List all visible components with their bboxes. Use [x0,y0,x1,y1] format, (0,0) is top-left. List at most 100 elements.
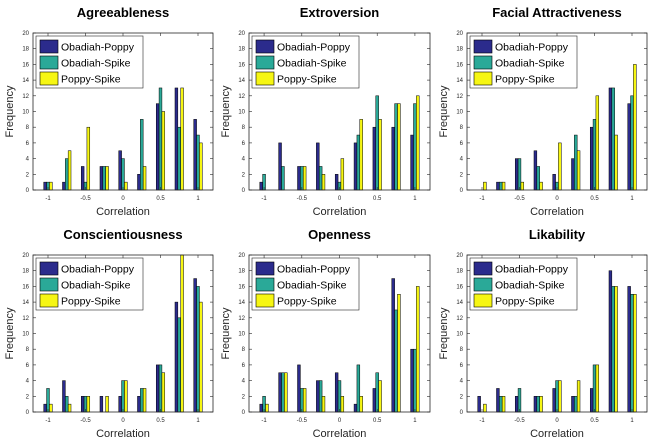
legend-swatch [39,277,59,292]
legend-swatch [39,39,59,54]
histogram-bar [514,396,519,413]
y-tick-label: 10 [238,332,245,338]
x-tick-label: 1 [196,196,200,202]
histogram-bar [86,396,91,413]
legend-swatch [473,261,493,276]
x-axis-label: Correlation [530,206,584,218]
histogram-bar [517,388,522,413]
y-tick-label: 20 [22,31,29,37]
histogram-bar [633,294,637,413]
histogram-bar [633,64,637,191]
y-tick-label: 4 [26,157,30,163]
legend-swatch [255,39,275,54]
y-tick-label: 12 [456,316,463,322]
histogram-bar [558,380,562,413]
histogram-bar [334,372,339,413]
x-tick-label: -0.5 [80,418,91,424]
histogram-bar [177,126,181,191]
legend-label: Poppy-Spike [61,74,121,86]
histogram-bar [576,150,581,191]
x-tick-label: -0.5 [514,418,525,424]
histogram-bar [533,396,538,413]
x-tick-label: -0.5 [297,196,308,202]
x-tick-label: 0.5 [590,418,599,424]
legend-label: Obadiah-Poppy [495,42,569,54]
histogram-bar [391,126,395,191]
y-tick-label: 6 [242,363,246,369]
histogram-bar [161,372,166,413]
histogram-bar [278,142,282,191]
histogram-bar [284,372,288,413]
legend-label: Obadiah-Spike [61,58,131,70]
histogram-bar [121,380,125,413]
y-tick-label: 6 [460,141,464,147]
y-tick-label: 18 [22,47,29,53]
histogram-bar [49,403,53,413]
histogram-bar [43,181,47,191]
x-tick-label: 0.5 [373,418,382,424]
histogram-bar [552,174,556,191]
histogram-bar [196,134,200,191]
y-tick-label: 16 [456,284,463,290]
x-tick-label: 1 [196,418,200,424]
y-tick-label: 18 [238,47,245,53]
histogram-bar [321,396,326,413]
y-tick-label: 16 [456,62,463,68]
histogram-bar [67,150,72,191]
histogram-bar [49,181,53,191]
histogram-bar [576,380,581,413]
legend-swatch [255,71,275,86]
y-tick-label: 2 [242,394,246,400]
histogram-bar [302,388,307,413]
histogram-bar [177,317,181,413]
chart-panel: Facial Attractiveness02468101214161820-1… [438,5,648,218]
y-tick-label: 20 [456,31,463,37]
histogram-bar [158,364,163,413]
legend-label: Obadiah-Spike [277,58,347,70]
y-tick-label: 10 [456,332,463,338]
histogram-bar [595,364,600,413]
x-tick-label: 1 [630,418,634,424]
y-tick-label: 8 [26,347,30,353]
chart-title: Likability [529,227,586,242]
histogram-bar [394,309,398,413]
histogram-bar [118,396,122,413]
x-tick-label: 0.5 [156,196,165,202]
histogram-bar [318,380,323,413]
y-tick-label: 2 [26,394,30,400]
legend-swatch [473,277,493,292]
legend-swatch [39,293,59,308]
histogram-bar [571,396,575,413]
y-tick-label: 16 [238,62,245,68]
histogram-bar [65,396,69,413]
legend-label: Obadiah-Poppy [61,264,135,276]
y-tick-label: 14 [456,78,463,84]
histogram-bar [592,364,597,413]
legend-swatch [255,293,275,308]
chart-panel: Openness 0 2 4 6 8 10 12 14 16 18 20 -1 -0.5 0 0.5 1 Corr… [220,227,431,440]
y-tick-label: 14 [22,78,29,84]
chart-panel: Likability 0 2 4 6 8 10 12 14 16 18 20 -1 -0.5 0 0.5 1 Co… [438,227,648,440]
legend-label: Obadiah-Poppy [277,42,351,54]
histogram-bar [124,181,128,191]
histogram-bar [514,158,519,191]
y-tick-label: 20 [238,31,245,37]
legend-swatch [255,55,275,70]
y-axis-label: Frequency [4,85,16,137]
histogram-bar [65,158,69,191]
histogram-bar [105,396,109,413]
chart-title: Facial Attractiveness [492,5,622,20]
histogram-bar [356,134,361,191]
histogram-bar [121,158,125,191]
histogram-bar [174,301,179,413]
histogram-bar [102,166,106,191]
legend-swatch [39,71,59,86]
chart-legend: Obadiah-Poppy Obadiah-Spike Poppy-Spike [251,35,360,89]
histogram-bar [608,87,613,191]
histogram-bar [161,111,166,191]
histogram-bar [297,364,301,413]
y-tick-label: 6 [26,141,30,147]
histogram-bar [372,388,377,413]
histogram-bar [80,166,85,191]
y-tick-label: 14 [238,300,245,306]
